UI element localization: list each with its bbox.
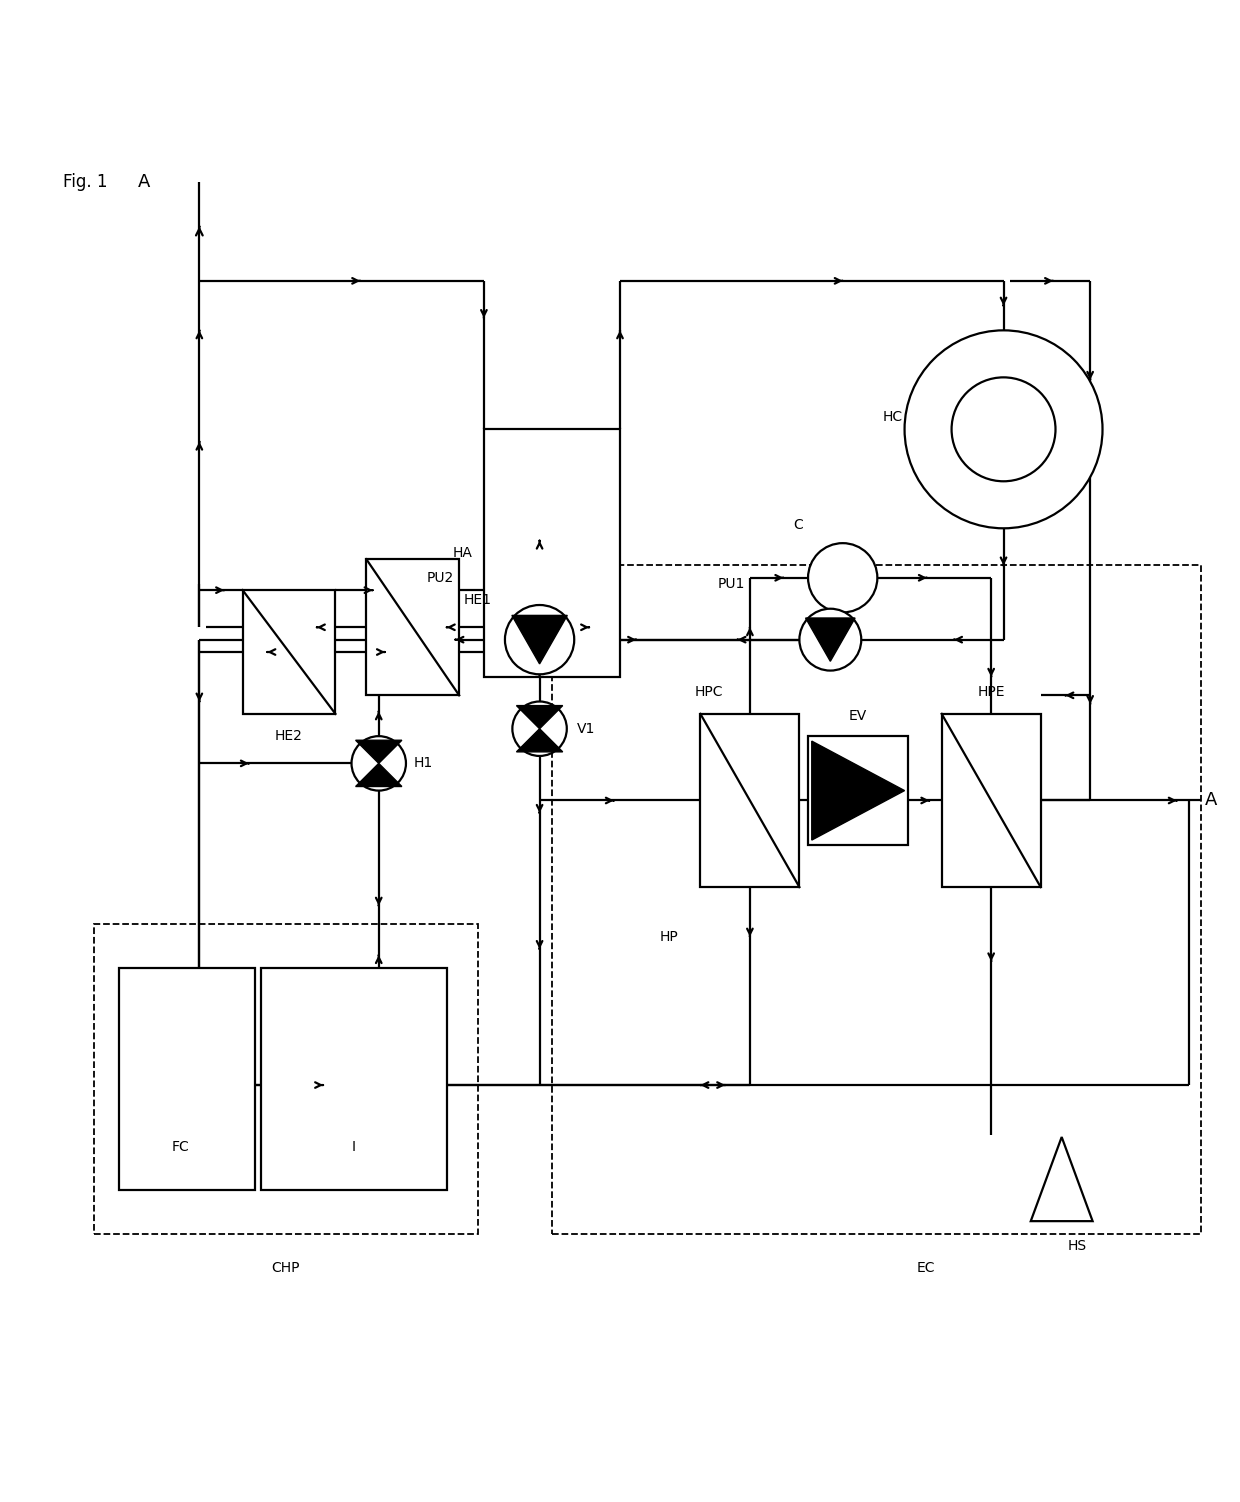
Polygon shape bbox=[812, 740, 904, 840]
Circle shape bbox=[951, 377, 1055, 481]
Circle shape bbox=[800, 608, 862, 670]
Text: HS: HS bbox=[1068, 1239, 1087, 1253]
Polygon shape bbox=[516, 706, 563, 728]
Circle shape bbox=[512, 701, 567, 756]
Text: HPC: HPC bbox=[694, 685, 723, 698]
Bar bbox=[94, 924, 477, 1233]
Circle shape bbox=[351, 736, 405, 790]
Text: A: A bbox=[1205, 792, 1218, 810]
Text: HC: HC bbox=[882, 410, 903, 424]
Text: C: C bbox=[794, 518, 804, 532]
Text: HA: HA bbox=[453, 547, 472, 560]
Bar bbox=[808, 736, 908, 846]
Polygon shape bbox=[512, 616, 567, 664]
Circle shape bbox=[505, 605, 574, 674]
Circle shape bbox=[808, 544, 878, 613]
Bar bbox=[262, 967, 446, 1190]
Text: HP: HP bbox=[660, 930, 678, 943]
Bar bbox=[484, 430, 620, 677]
Bar bbox=[243, 590, 336, 713]
Polygon shape bbox=[1030, 1137, 1092, 1221]
Polygon shape bbox=[356, 740, 402, 763]
Text: Fig. 1: Fig. 1 bbox=[63, 173, 108, 191]
Text: FC: FC bbox=[171, 1140, 188, 1154]
Circle shape bbox=[904, 330, 1102, 529]
Text: I: I bbox=[352, 1140, 356, 1154]
Text: HE2: HE2 bbox=[275, 728, 303, 743]
Bar bbox=[119, 967, 255, 1190]
Text: A: A bbox=[138, 173, 150, 191]
Polygon shape bbox=[516, 728, 563, 753]
Text: PU2: PU2 bbox=[427, 571, 454, 584]
Bar bbox=[552, 565, 1202, 1233]
Text: HE1: HE1 bbox=[464, 593, 492, 607]
Text: HPE: HPE bbox=[977, 685, 1004, 698]
Bar bbox=[701, 713, 800, 888]
Text: EC: EC bbox=[916, 1262, 935, 1275]
Text: CHP: CHP bbox=[272, 1262, 300, 1275]
Text: V1: V1 bbox=[577, 722, 595, 736]
Bar bbox=[941, 713, 1040, 888]
Polygon shape bbox=[806, 617, 856, 661]
Text: PU1: PU1 bbox=[718, 577, 745, 590]
Text: H1: H1 bbox=[413, 757, 433, 771]
Polygon shape bbox=[356, 763, 402, 787]
Bar bbox=[366, 559, 459, 695]
Text: EV: EV bbox=[849, 709, 867, 724]
